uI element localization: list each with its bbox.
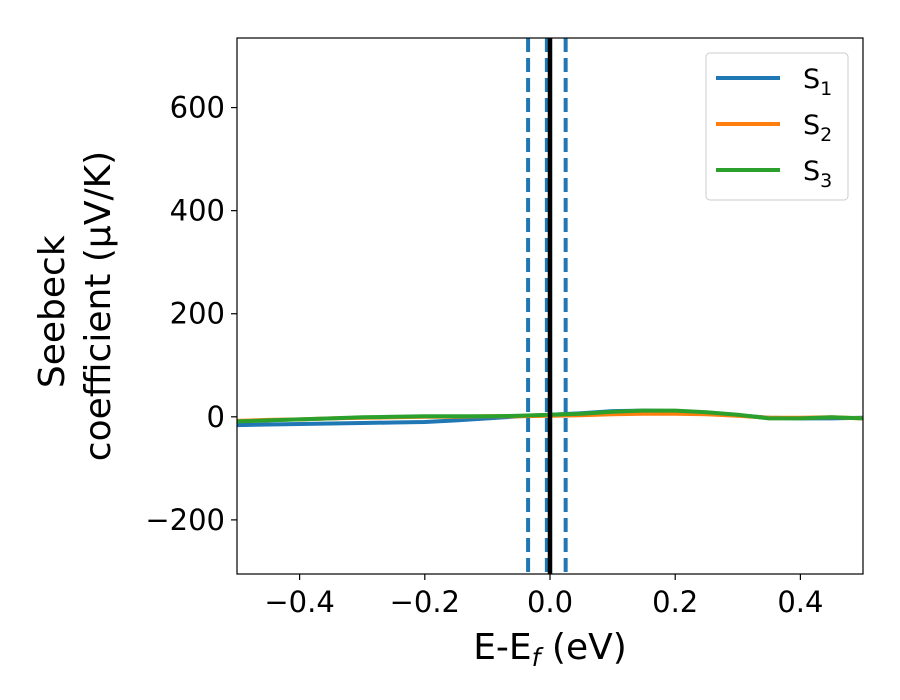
y-tick-label: 200	[170, 297, 225, 331]
x-axis-label-rest: (eV)	[540, 627, 626, 668]
y-tick-label: −200	[145, 503, 225, 537]
y-axis-label-line-1: Seebeck	[32, 235, 73, 388]
y-axis-label-line-2: coefficient (μV/K)	[78, 151, 119, 461]
x-tick-label: −0.4	[264, 585, 334, 619]
x-tick-label: −0.2	[390, 585, 460, 619]
legend-label-s1: S1	[803, 64, 832, 100]
x-axis-label: E-Ef (eV)	[473, 627, 627, 672]
x-axis-label-base: E-E	[473, 627, 531, 668]
legend-label-s3: S3	[803, 156, 832, 192]
x-tick-label: 0.2	[652, 585, 698, 619]
plot-area	[237, 38, 863, 574]
legend: S1 S2 S3	[705, 52, 849, 201]
x-tick-label: 0.4	[777, 585, 823, 619]
y-axis-label: Seebeck coefficient (μV/K)	[32, 151, 119, 461]
legend-label-s2: S2	[803, 110, 832, 146]
y-tick-label: 600	[170, 91, 225, 125]
x-axis: −0.4 −0.2 0.0 0.2 0.4	[264, 574, 823, 619]
y-tick-label: 400	[170, 194, 225, 228]
y-tick-label: 0	[207, 400, 225, 434]
x-tick-label: 0.0	[527, 585, 573, 619]
y-axis: −200 0 200 400 600	[145, 91, 237, 537]
legend-box	[705, 52, 849, 201]
